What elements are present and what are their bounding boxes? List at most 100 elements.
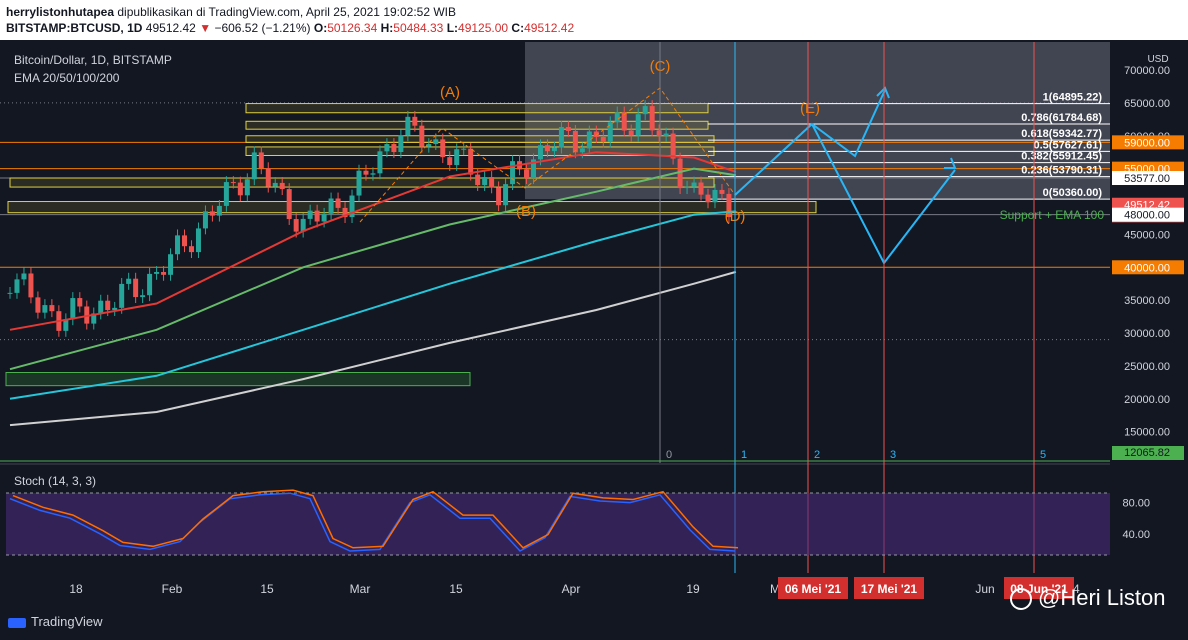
candle-body [719, 189, 725, 194]
price-tick: 20000.00 [1124, 394, 1170, 406]
wave-label: (A) [440, 84, 460, 101]
price-badge [1112, 171, 1184, 186]
candle-body [565, 126, 571, 131]
cycle-number: 3 [890, 449, 896, 461]
resistance-box [7, 201, 817, 214]
publisher-name[interactable]: herrylistonhutapea [6, 5, 115, 19]
ema-line [9, 151, 737, 331]
candle-body [175, 235, 181, 255]
low-value: 49125.00 [458, 21, 509, 35]
fib-level-label: 0.5(57627.61) [1034, 139, 1103, 151]
support-box [5, 372, 471, 387]
price-tick: 30000.00 [1124, 328, 1170, 340]
author-watermark: @Heri Liston [1010, 585, 1166, 611]
candle-body [356, 170, 362, 196]
candle-body [524, 169, 530, 179]
projection-arrowhead [876, 86, 957, 169]
candle-body [223, 182, 229, 206]
tradingview-brand: TradingView [31, 614, 103, 629]
support-annotation: Support + EMA 100 [1000, 208, 1105, 222]
candle-body [335, 198, 341, 208]
time-tick: 15 [449, 582, 463, 596]
stoch-tick: 40.00 [1122, 529, 1150, 541]
price-tick: 65000.00 [1124, 98, 1170, 110]
time-tick: Jun [975, 582, 994, 596]
candle-body [272, 182, 278, 187]
candle-body [342, 207, 348, 218]
price-tick: 45000.00 [1124, 229, 1170, 241]
candle-body [209, 211, 215, 216]
candle-body [391, 144, 397, 153]
date-flag-label: 17 Mei '21 [861, 582, 918, 596]
fib-level-label: 0.618(59342.77) [1021, 128, 1102, 140]
candle-body [503, 184, 509, 206]
high-label: H: [380, 21, 394, 35]
instrument-legend: Bitcoin/Dollar, 1D, BITSTAMP [14, 53, 172, 67]
candle-body [649, 106, 655, 131]
candle-body [496, 187, 502, 206]
candle-body [286, 189, 292, 220]
candle-body [586, 131, 592, 149]
date-flag [778, 577, 848, 599]
cycle-number: 0 [666, 449, 672, 461]
watermark-text: @Heri Liston [1038, 585, 1166, 610]
tradingview-logo[interactable]: TradingView [8, 614, 103, 629]
price-badge-text: 48000.00 [1124, 210, 1170, 222]
ema-line [9, 270, 737, 427]
symbol-line: BITSTAMP:BTCUSD, 1D 49512.42 ▼ −606.52 (… [6, 21, 574, 35]
candle-body [168, 254, 174, 275]
candle-body [349, 195, 355, 218]
cycle-number: 5 [1040, 449, 1046, 461]
time-tick: M [770, 582, 780, 596]
pane-divider [0, 463, 1188, 465]
stoch-band [6, 493, 1110, 555]
candle-body [370, 173, 376, 175]
candle-body [698, 182, 704, 195]
candle-body [307, 210, 313, 219]
candle-body [258, 152, 264, 169]
tradingview-icon [8, 617, 26, 628]
publish-info: dipublikasikan di TradingView.com, April… [117, 5, 457, 19]
candle-body [558, 126, 564, 148]
candle-body [91, 313, 97, 324]
price-badge [1112, 260, 1184, 275]
candle-body [7, 292, 13, 294]
candle-body [251, 152, 257, 180]
price-tick: 25000.00 [1124, 361, 1170, 373]
candle-body [412, 116, 418, 126]
resistance-box [245, 135, 715, 143]
candle-body [230, 182, 236, 184]
candle-body [405, 116, 411, 136]
time-tick: Apr [562, 582, 581, 596]
candle-body [482, 177, 488, 186]
price-badge [1112, 207, 1184, 222]
candle-body [140, 295, 146, 298]
candle-body [119, 283, 125, 308]
candle-body [133, 278, 139, 298]
candle-body [70, 298, 76, 320]
price-bottom-label: 12065.82 [1124, 447, 1170, 459]
price-chart[interactable]: 1(64895.22) 0.786(61784.68) 0.618(59342.77… [0, 40, 1188, 605]
time-tick: 15 [260, 582, 274, 596]
candle-body [712, 189, 718, 203]
candle-body [328, 198, 334, 214]
ema-line [9, 167, 737, 371]
candle-body [182, 235, 187, 247]
candle-body [237, 182, 243, 196]
candle-body [663, 133, 669, 136]
candle-body [321, 213, 327, 222]
currency-label: USD [1147, 54, 1168, 65]
candle-body [656, 130, 662, 136]
close-value: 49512.42 [524, 21, 575, 35]
candle-body [77, 298, 83, 307]
price-badge-text: 53577.00 [1124, 173, 1170, 185]
candle-body [161, 271, 167, 275]
time-tick: Feb [162, 582, 183, 596]
candle-body [195, 228, 201, 253]
candle-body [691, 182, 697, 187]
candle-body [49, 305, 55, 312]
fib-level-label: 0.382(55912.45) [1021, 151, 1102, 163]
stoch-k-line [9, 492, 736, 552]
candle-body [475, 174, 481, 186]
symbol-label: BITSTAMP:BTCUSD, 1D [6, 21, 143, 35]
